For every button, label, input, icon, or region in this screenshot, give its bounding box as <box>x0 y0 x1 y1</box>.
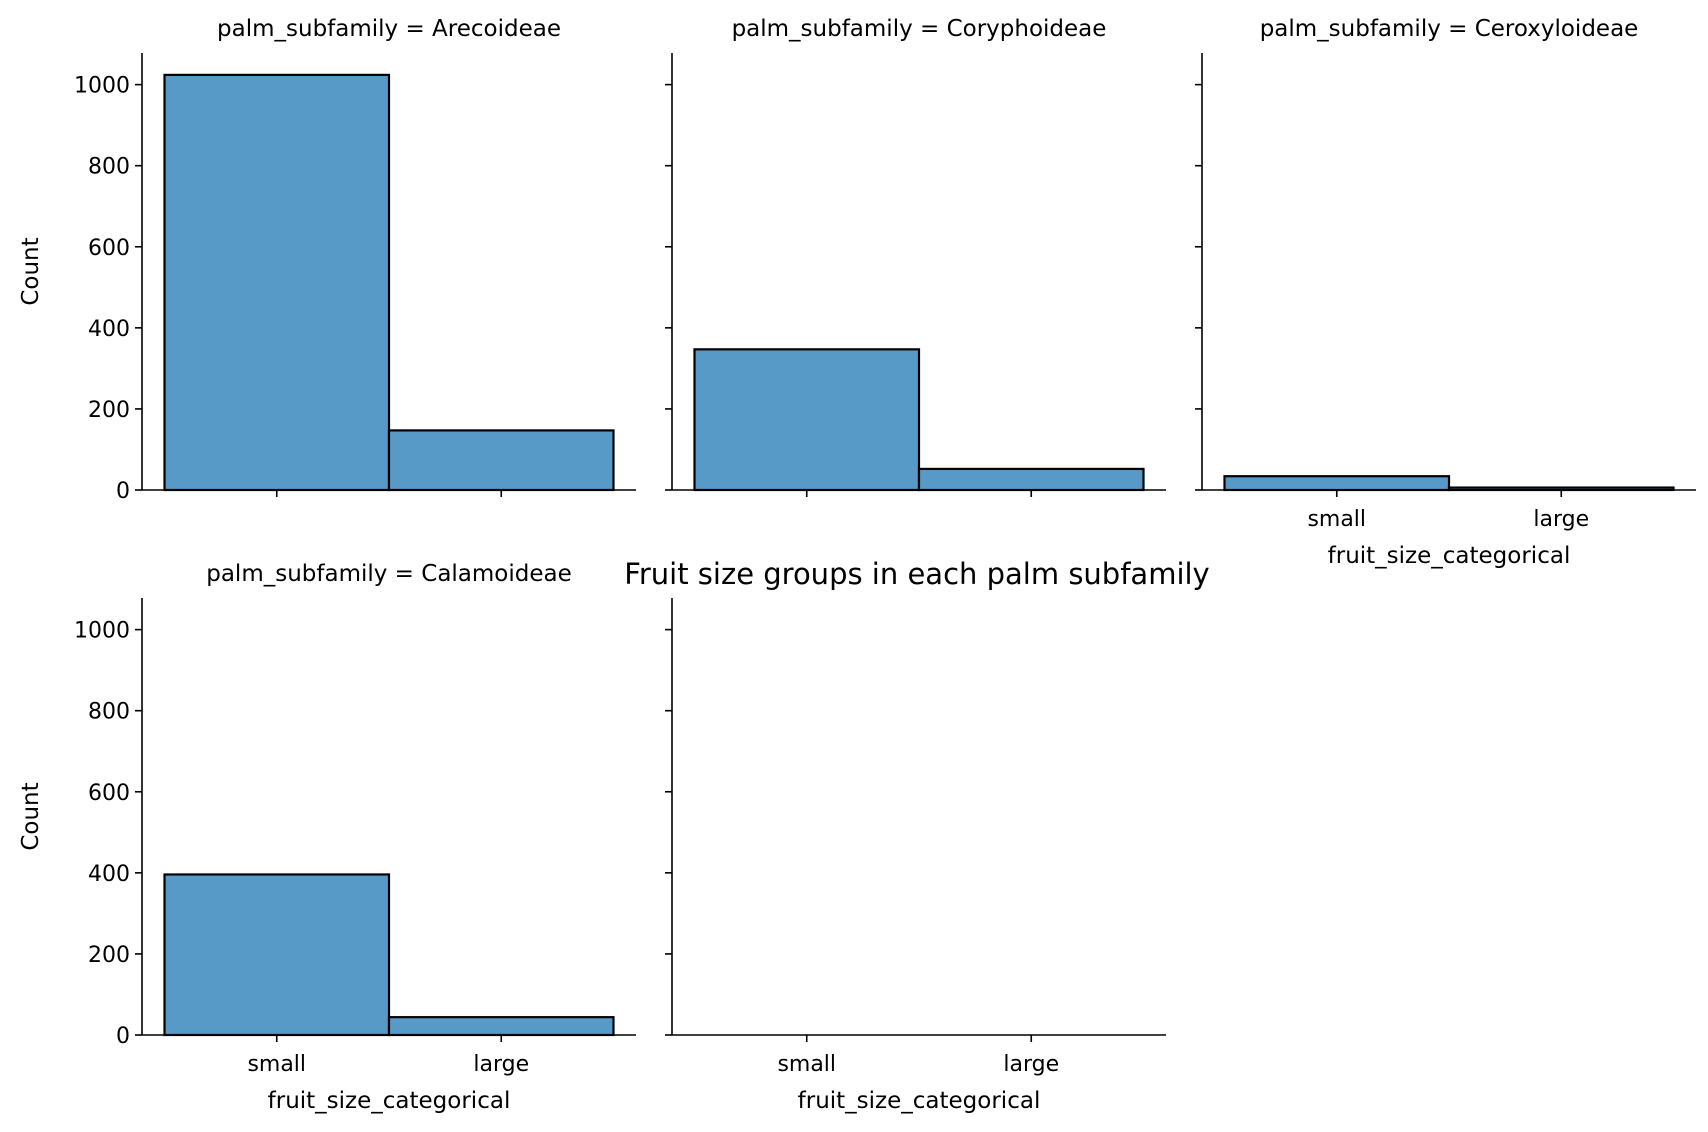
x-tick-label: small <box>1307 507 1366 532</box>
facet-panel: small large fruit_size_categorical palm_sub… <box>1195 16 1696 569</box>
bar <box>387 429 615 492</box>
facet-panel: 0 200 400 600 800 1000 small large fruit_size_ca… <box>18 561 636 1114</box>
x-tick-label: small <box>247 1052 306 1077</box>
x-tick-label: large <box>473 1052 529 1077</box>
y-tick-label: 200 <box>88 943 130 968</box>
x-tick-label: large <box>1533 507 1589 532</box>
y-tick-label: 800 <box>88 155 130 180</box>
y-axis-label: Count <box>18 237 44 305</box>
x-tick-label: large <box>1003 1052 1059 1077</box>
facet-title: palm_subfamily = Ceroxyloideae <box>1260 16 1639 42</box>
y-tick-label: 800 <box>88 700 130 725</box>
y-tick-label: 1000 <box>74 74 130 99</box>
y-tick-label: 400 <box>88 862 130 887</box>
chart-title: Fruit size groups in each palm subfamily <box>624 557 1209 591</box>
bar <box>693 348 921 492</box>
facet-panel: 0 200 400 600 800 1000 Count palm_subfamily = A… <box>18 16 636 504</box>
y-tick-label: 600 <box>88 781 130 806</box>
y-tick-label: 200 <box>88 398 130 423</box>
facet-panel: palm_subfamily = Coryphoideae <box>665 16 1166 497</box>
y-tick-label: 600 <box>88 236 130 261</box>
x-axis-label: fruit_size_categorical <box>1328 543 1571 569</box>
y-axis-label: Count <box>18 782 44 850</box>
y-tick-label: 1000 <box>74 619 130 644</box>
y-tick-label: 400 <box>88 317 130 342</box>
x-axis-label: fruit_size_categorical <box>798 1088 1041 1114</box>
facet-panels: 0 200 400 600 800 1000 Count palm_subfamily = A… <box>18 16 1696 1114</box>
x-tick-label: small <box>777 1052 836 1077</box>
y-tick-label: 0 <box>116 479 130 504</box>
facet-title: palm_subfamily = Coryphoideae <box>732 16 1107 42</box>
facet-title: palm_subfamily = Arecoideae <box>217 16 561 42</box>
facet-panel: small large fruit_size_categorical <box>665 598 1166 1114</box>
bar <box>387 1016 615 1037</box>
bar <box>1223 475 1451 492</box>
bar <box>917 467 1145 492</box>
facet-title: palm_subfamily = Calamoideae <box>206 561 572 587</box>
bar <box>163 73 391 492</box>
x-axis-label: fruit_size_categorical <box>268 1088 511 1114</box>
y-tick-label: 0 <box>116 1024 130 1049</box>
bar <box>163 873 391 1037</box>
